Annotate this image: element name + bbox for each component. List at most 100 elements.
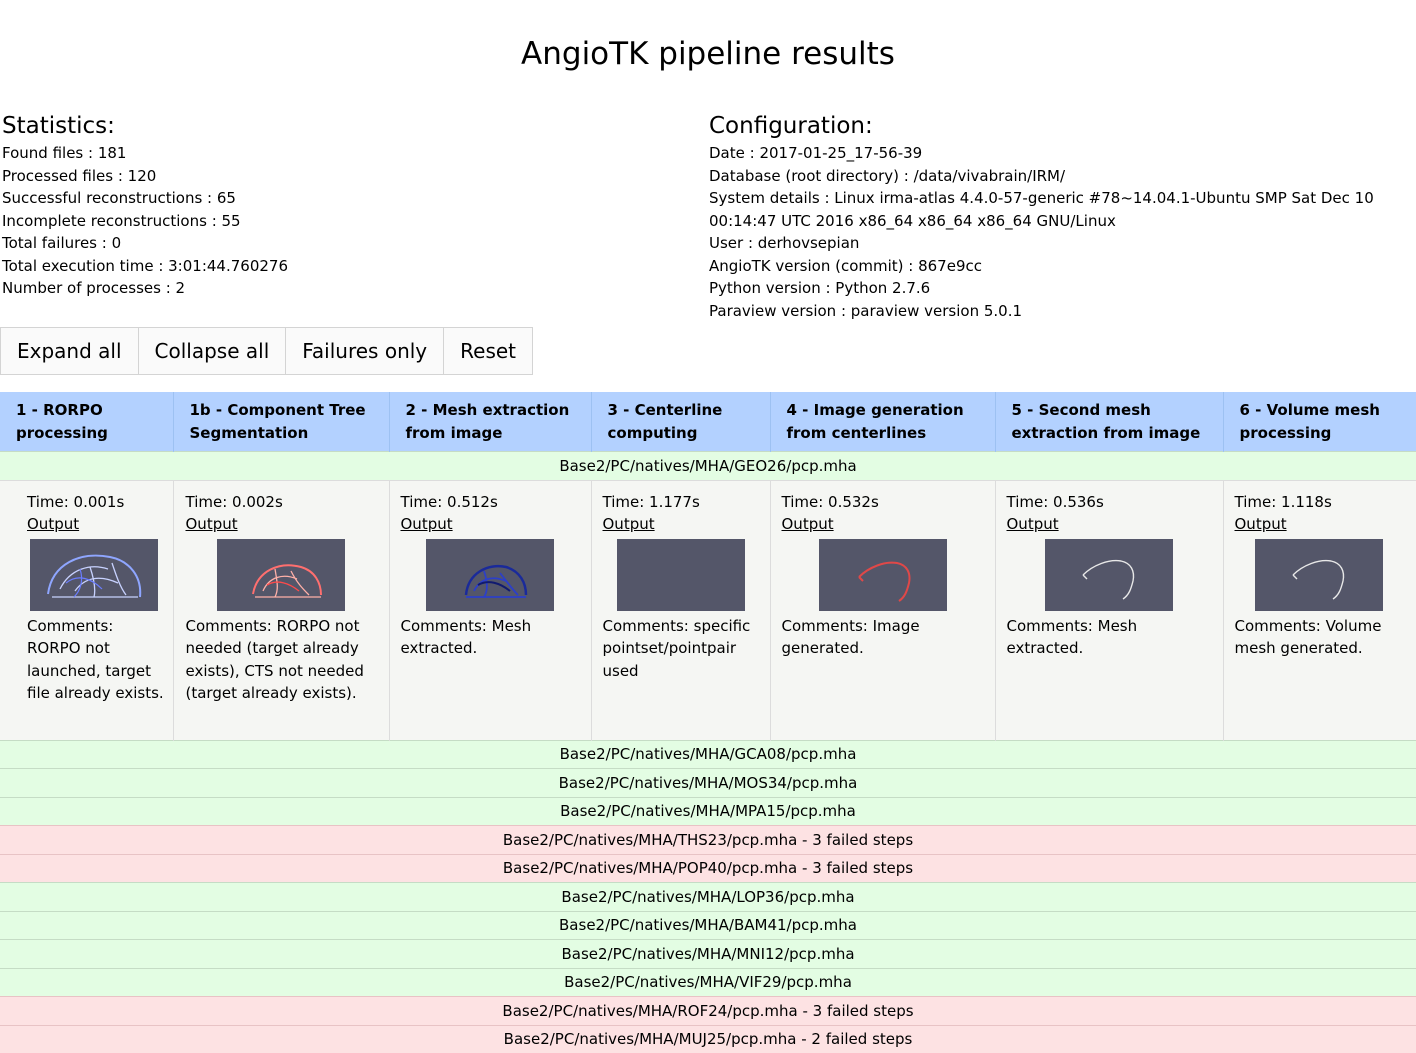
config-system-details: System details : Linux irma-atlas 4.4.0-… [709,189,1374,230]
step-comment: Comments: Mesh extracted. [1006,616,1138,658]
step-comment: Comments: RORPO not launched, target fil… [27,616,164,703]
file-row-expanded[interactable]: Base2/PC/natives/MHA/GEO26/pcp.mha [0,451,1416,480]
output-thumbnail[interactable] [30,538,158,611]
file-row-failed[interactable]: Base2/PC/natives/MHA/THS23/pcp.mha - 3 f… [0,825,1416,854]
thumbnail-render [617,539,745,611]
step-cell: Time: 0.532s Output Comments: Image gene… [770,479,996,740]
step-time: Time: 0.001s [27,492,125,511]
step-cell: Time: 0.001s Output Comments: RORPO not … [0,479,174,740]
config-paraview-version: Paraview version : paraview version 5.0.… [709,301,1023,320]
results-table: 1 - RORPO processing 1b - Component Tree… [0,392,1416,1053]
step-details-row: Time: 0.001s Output Comments: RORPO not … [0,479,1416,740]
step-cell: Time: 0.512s Output Comments: Mesh extra… [389,479,592,740]
step-comment: Comments: Mesh extracted. [400,616,532,658]
file-row-label[interactable]: Base2/PC/natives/MHA/MNI12/pcp.mha [0,939,1416,968]
config-date: Date : 2017-01-25_17-56-39 [709,144,923,162]
column-header-component-tree: 1b - Component Tree Segmentation [173,392,390,452]
file-row[interactable]: Base2/PC/natives/MHA/LOP36/pcp.mha [0,882,1416,911]
output-thumbnail[interactable] [216,538,345,611]
failures-only-button[interactable]: Failures only [285,327,445,375]
column-header-mesh-extraction: 2 - Mesh extraction from image [389,392,592,452]
thumbnail-render [464,564,527,598]
file-row-label[interactable]: Base2/PC/natives/MHA/ROF24/pcp.mha - 3 f… [0,996,1416,1025]
stat-total-execution-time: Total execution time : 3:01:44.760276 [2,256,288,275]
collapse-all-button[interactable]: Collapse all [137,327,287,375]
step-comment: Comments: Volume mesh generated. [1234,616,1382,658]
file-row-label[interactable]: Base2/PC/natives/MHA/MPA15/pcp.mha [0,796,1416,826]
config-user: User : derhovsepian [709,234,860,252]
step-time: Time: 0.532s [781,492,879,511]
output-link[interactable]: Output [27,515,80,533]
file-row[interactable]: Base2/PC/natives/MHA/BAM41/pcp.mha [0,910,1416,940]
step-time: Time: 1.118s [1234,492,1332,511]
step-cell: Time: 0.002s Output Comments: RORPO not … [173,479,390,740]
configuration-heading: Configuration: [709,113,873,139]
header-row: 1 - RORPO processing 1b - Component Tree… [0,392,1416,452]
step-cell: Time: 1.177s Output Comments: specific p… [591,479,771,740]
stat-processed-files: Processed files : 120 [2,166,157,185]
file-row-label[interactable]: Base2/PC/natives/MHA/VIF29/pcp.mha [0,967,1416,997]
column-header-volume-mesh: 6 - Volume mesh processing [1223,392,1416,452]
output-link[interactable]: Output [602,515,655,533]
thumbnail-render [1082,559,1134,600]
step-time: Time: 0.512s [400,492,498,511]
file-row[interactable]: Base2/PC/natives/MHA/GCA08/pcp.mha [0,739,1416,769]
thumbnail-render [1292,559,1344,600]
file-row-label[interactable]: Base2/PC/natives/MHA/LOP36/pcp.mha [0,882,1416,911]
file-row-label[interactable]: Base2/PC/natives/MHA/THS23/pcp.mha - 3 f… [0,825,1416,854]
column-header-rorpo: 1 - RORPO processing [0,392,174,452]
output-link[interactable]: Output [400,515,453,533]
stat-successful-reconstructions: Successful reconstructions : 65 [2,189,236,207]
file-row[interactable]: Base2/PC/natives/MHA/VIF29/pcp.mha [0,967,1416,997]
stat-incomplete-reconstructions: Incomplete reconstructions : 55 [2,211,241,230]
column-header-image-generation: 4 - Image generation from centerlines [770,392,996,452]
step-time: Time: 1.177s [602,492,700,511]
output-thumbnail[interactable] [1254,538,1383,611]
column-header-centerline: 3 - Centerline computing [591,392,771,452]
statistics-panel: Statistics: Found files : 181 Processed … [2,110,692,300]
page-title: AngioTK pipeline results [521,36,895,72]
output-thumbnail[interactable] [425,538,554,611]
file-row-label[interactable]: Base2/PC/natives/MHA/POP40/pcp.mha - 3 f… [0,853,1416,883]
file-row-label[interactable]: Base2/PC/natives/MHA/MUJ25/pcp.mha - 2 f… [0,1024,1416,1053]
expand-all-button[interactable]: Expand all [0,327,139,375]
stat-found-files: Found files : 181 [2,144,127,162]
output-thumbnail[interactable] [616,538,745,611]
step-comment: Comments: Image generated. [781,616,920,658]
file-row-failed[interactable]: Base2/PC/natives/MHA/ROF24/pcp.mha - 3 f… [0,996,1416,1025]
step-comment: Comments: specific pointset/pointpair us… [602,616,751,680]
stat-total-failures: Total failures : 0 [2,234,122,252]
toolbar: Expand all Collapse all Failures only Re… [0,327,534,375]
file-row-label[interactable]: Base2/PC/natives/MHA/GEO26/pcp.mha [0,451,1416,480]
file-row-label[interactable]: Base2/PC/natives/MHA/GCA08/pcp.mha [0,739,1416,769]
output-link[interactable]: Output [185,515,238,533]
file-row[interactable]: Base2/PC/natives/MHA/MPA15/pcp.mha [0,796,1416,826]
output-thumbnail[interactable] [1044,538,1173,611]
configuration-panel: Configuration: Date : 2017-01-25_17-56-3… [709,110,1409,322]
column-header-second-mesh: 5 - Second mesh extraction from image [995,392,1224,452]
stat-number-of-processes: Number of processes : 2 [2,279,186,297]
file-row-label[interactable]: Base2/PC/natives/MHA/BAM41/pcp.mha [0,910,1416,940]
config-database: Database (root directory) : /data/vivabr… [709,166,1066,185]
file-row-failed[interactable]: Base2/PC/natives/MHA/MUJ25/pcp.mha - 2 f… [0,1024,1416,1053]
output-thumbnail[interactable] [818,538,947,611]
statistics-heading: Statistics: [2,113,115,139]
step-time: Time: 0.002s [185,492,283,511]
step-comment: Comments: RORPO not needed (target alrea… [185,616,364,703]
step-cell: Time: 0.536s Output Comments: Mesh extra… [995,479,1224,740]
output-link[interactable]: Output [1234,515,1287,533]
file-row-failed[interactable]: Base2/PC/natives/MHA/POP40/pcp.mha - 3 f… [0,853,1416,883]
file-row[interactable]: Base2/PC/natives/MHA/MNI12/pcp.mha [0,939,1416,968]
reset-button[interactable]: Reset [443,327,534,375]
file-row[interactable]: Base2/PC/natives/MHA/MOS34/pcp.mha [0,768,1416,797]
step-time: Time: 0.536s [1006,492,1104,511]
thumbnail-render [251,563,322,598]
config-angiotk-version: AngioTK version (commit) : 867e9cc [709,256,982,275]
output-link[interactable]: Output [781,515,834,533]
file-row-label[interactable]: Base2/PC/natives/MHA/MOS34/pcp.mha [0,768,1416,797]
thumbnail-render [47,554,142,598]
thumbnail-render [857,561,910,602]
step-cell: Time: 1.118s Output Comments: Volume mes… [1223,479,1416,740]
config-python-version: Python version : Python 2.7.6 [709,279,931,297]
output-link[interactable]: Output [1006,515,1059,533]
